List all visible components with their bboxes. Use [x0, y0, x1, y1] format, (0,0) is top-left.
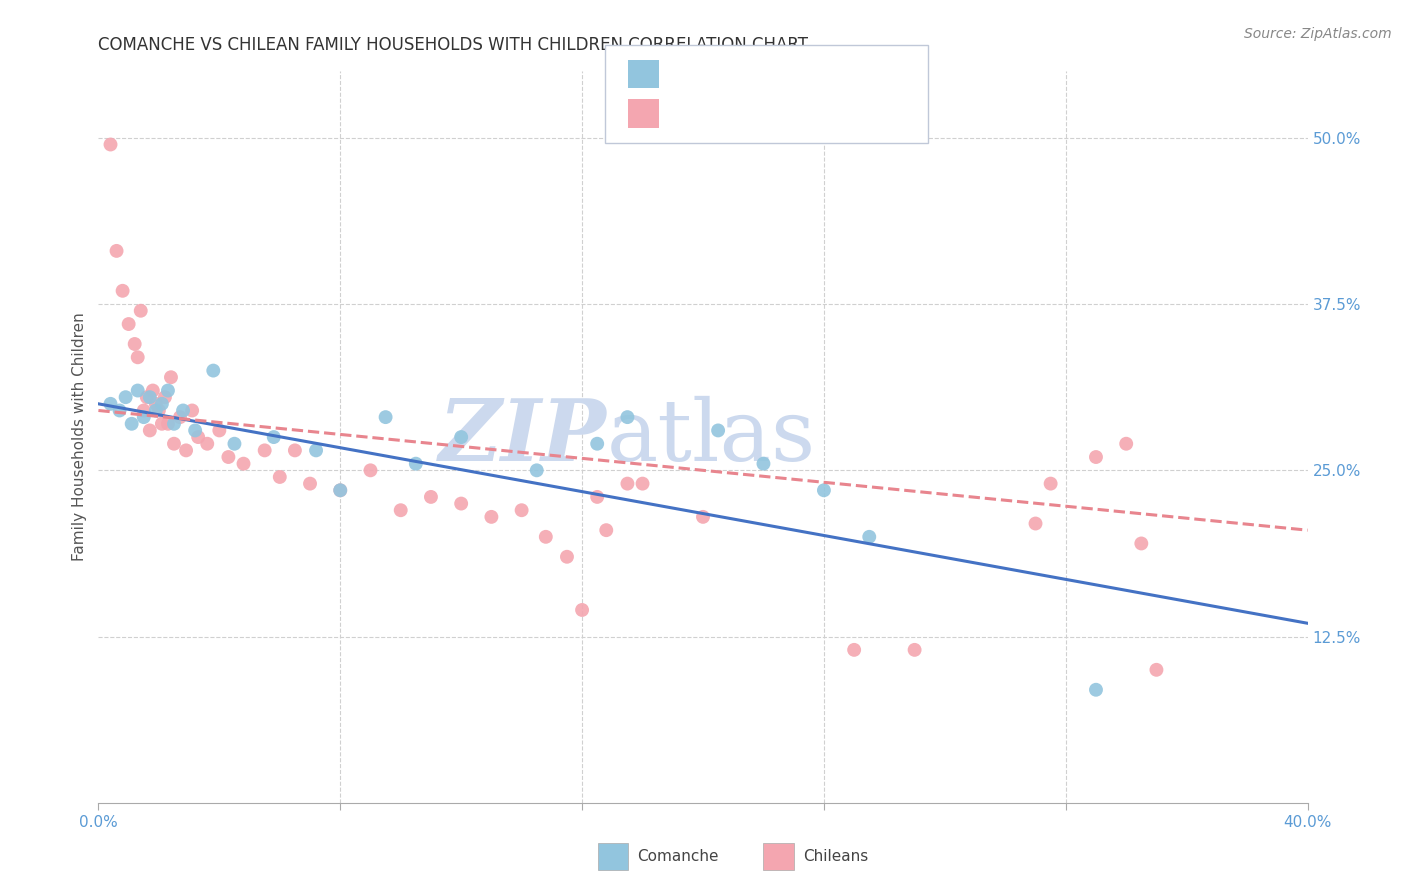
Point — [1085, 450, 1108, 464]
Point — [329, 483, 352, 498]
Text: -0.251: -0.251 — [707, 104, 778, 122]
Point — [208, 424, 231, 438]
Point — [450, 430, 472, 444]
Point — [360, 463, 382, 477]
Point — [145, 403, 167, 417]
Point — [232, 457, 254, 471]
Point — [139, 390, 162, 404]
Point — [904, 643, 927, 657]
Point — [114, 390, 136, 404]
Point — [148, 403, 170, 417]
Text: Chileans: Chileans — [803, 849, 868, 863]
Point — [813, 483, 835, 498]
Point — [174, 443, 197, 458]
Point — [121, 417, 143, 431]
Point — [224, 436, 246, 450]
Point — [105, 244, 128, 258]
Point — [329, 483, 352, 498]
Y-axis label: Family Households with Children: Family Households with Children — [72, 313, 87, 561]
Point — [253, 443, 276, 458]
Point — [150, 397, 173, 411]
Point — [135, 390, 157, 404]
Point — [752, 457, 775, 471]
Point — [305, 443, 328, 458]
Point — [195, 436, 218, 450]
Point — [124, 337, 146, 351]
Point — [555, 549, 578, 564]
Point — [163, 436, 186, 450]
Point — [153, 390, 176, 404]
Point — [145, 397, 167, 411]
Point — [129, 303, 152, 318]
Point — [692, 509, 714, 524]
Text: N =: N = — [776, 65, 824, 83]
Text: Source: ZipAtlas.com: Source: ZipAtlas.com — [1244, 27, 1392, 41]
Point — [389, 503, 412, 517]
Text: -0.430: -0.430 — [707, 65, 772, 83]
Point — [405, 457, 427, 471]
Point — [1039, 476, 1062, 491]
Point — [844, 643, 866, 657]
Point — [163, 417, 186, 431]
Point — [132, 410, 155, 425]
Point — [184, 424, 207, 438]
Text: atlas: atlas — [606, 395, 815, 479]
Point — [616, 410, 638, 425]
Point — [526, 463, 548, 477]
Text: ZIP: ZIP — [439, 395, 606, 479]
Point — [1115, 436, 1137, 450]
Point — [510, 503, 533, 517]
Point — [139, 424, 162, 438]
Point — [631, 476, 654, 491]
Text: 29: 29 — [814, 65, 839, 83]
Point — [202, 363, 225, 377]
Point — [100, 137, 122, 152]
Point — [299, 476, 322, 491]
Point — [127, 384, 149, 398]
Point — [1130, 536, 1153, 550]
Point — [1085, 682, 1108, 697]
Point — [284, 443, 307, 458]
Point — [858, 530, 880, 544]
Point — [595, 523, 617, 537]
Point — [181, 403, 204, 417]
Point — [586, 436, 609, 450]
Text: R =: R = — [671, 65, 707, 83]
Point — [142, 384, 165, 398]
Text: 53: 53 — [814, 104, 839, 122]
Point — [160, 370, 183, 384]
Point — [127, 351, 149, 365]
Point — [169, 410, 191, 425]
Point — [586, 490, 609, 504]
Point — [156, 417, 179, 431]
Point — [450, 497, 472, 511]
Point — [707, 424, 730, 438]
Point — [269, 470, 291, 484]
Point — [1024, 516, 1046, 531]
Text: COMANCHE VS CHILEAN FAMILY HOUSEHOLDS WITH CHILDREN CORRELATION CHART: COMANCHE VS CHILEAN FAMILY HOUSEHOLDS WI… — [98, 36, 808, 54]
Point — [172, 403, 194, 417]
Point — [481, 509, 503, 524]
Text: Comanche: Comanche — [637, 849, 718, 863]
Text: N =: N = — [776, 104, 824, 122]
Point — [132, 403, 155, 417]
Point — [420, 490, 443, 504]
Point — [108, 403, 131, 417]
Point — [616, 476, 638, 491]
Point — [217, 450, 239, 464]
Point — [534, 530, 557, 544]
Point — [1144, 663, 1167, 677]
Point — [150, 417, 173, 431]
Point — [111, 284, 134, 298]
Point — [156, 384, 179, 398]
Point — [187, 430, 209, 444]
Point — [263, 430, 285, 444]
Point — [374, 410, 396, 425]
Text: R =: R = — [671, 104, 707, 122]
Point — [118, 317, 141, 331]
Point — [100, 397, 122, 411]
Point — [571, 603, 593, 617]
